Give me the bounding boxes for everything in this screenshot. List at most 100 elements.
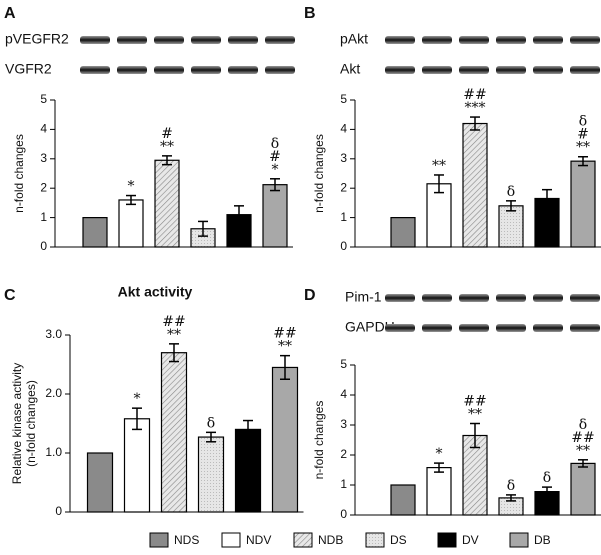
legend-label: DS (390, 533, 407, 547)
blot-band (422, 294, 452, 302)
significance: # (577, 127, 589, 143)
significance: *** (465, 100, 486, 116)
blot-band (265, 66, 295, 74)
y-tick-label: 3.0 (45, 327, 62, 341)
blot-band (191, 36, 221, 44)
bar (498, 205, 524, 248)
y-tick-label: 3 (340, 151, 347, 165)
blot-band (80, 36, 110, 44)
y-tick-label: 1 (340, 210, 347, 224)
y-axis-label: n-fold changes (312, 401, 326, 480)
y-tick-label: 3 (40, 151, 47, 165)
y-axis-label: (n-fold changes) (24, 380, 38, 467)
blot-label: VGFR2 (5, 61, 52, 77)
significance: ## (273, 326, 296, 342)
y-tick-label: 2 (340, 180, 347, 194)
significance: ** (468, 407, 482, 423)
blot-label: Akt (340, 61, 360, 77)
y-tick-label: 5 (340, 92, 347, 106)
significance: * (272, 162, 279, 178)
y-tick-label: 0 (55, 504, 62, 518)
y-axis-label: Relative kinase activity (10, 363, 24, 484)
significance: ## (463, 394, 486, 410)
bar (462, 122, 488, 248)
chart-title: Akt activity (118, 284, 193, 300)
significance: δ (579, 417, 587, 433)
y-tick-label: 5 (340, 357, 347, 371)
significance: ## (571, 430, 594, 446)
blot-band (422, 324, 452, 332)
significance: # (161, 126, 173, 142)
significance: * (134, 391, 141, 407)
legend-label: NDS (174, 533, 199, 547)
significance: ** (167, 327, 181, 343)
blot-band (117, 36, 147, 44)
significance: ** (576, 140, 590, 156)
y-tick-label: 1 (40, 210, 47, 224)
blot-band (80, 66, 110, 74)
blot-band (265, 36, 295, 44)
bar (390, 484, 416, 516)
y-tick-label: 4 (40, 122, 47, 136)
legend-label: DV (462, 533, 479, 547)
bar (160, 352, 188, 513)
y-tick-label: 2 (40, 180, 47, 194)
bar (118, 199, 144, 248)
blot-band (533, 324, 563, 332)
y-tick-label: 3 (340, 417, 347, 431)
y-tick-label: 4 (340, 122, 347, 136)
y-tick-label: 0 (340, 507, 347, 521)
significance: * (128, 179, 135, 195)
y-axis-label: n-fold changes (312, 134, 326, 213)
y-tick-label: 5 (40, 92, 47, 106)
y-tick-label: 2 (340, 447, 347, 461)
bar (123, 418, 151, 513)
legend-swatch (365, 532, 385, 548)
blot-band (570, 66, 600, 74)
significance: * (436, 446, 443, 462)
bar (570, 160, 596, 248)
blot-band (496, 324, 526, 332)
bar (570, 462, 596, 516)
blot-band (496, 36, 526, 44)
legend-swatch (437, 532, 457, 548)
y-tick-label: 4 (340, 387, 347, 401)
blot-band (117, 66, 147, 74)
legend-swatch (509, 532, 529, 548)
y-tick-label: 1.0 (45, 445, 62, 459)
blot-band (154, 36, 184, 44)
blot-band (496, 66, 526, 74)
bar (426, 467, 452, 516)
bar (82, 217, 108, 248)
panel-label: D (304, 287, 316, 304)
bar (86, 452, 114, 513)
blot-band (385, 324, 415, 332)
bar (197, 436, 225, 513)
bar (390, 217, 416, 248)
significance: ** (160, 139, 174, 155)
blot-band (533, 66, 563, 74)
blot-band (570, 36, 600, 44)
significance: # (269, 149, 281, 165)
blot-label: GAPDH (345, 319, 395, 335)
bar (234, 428, 262, 513)
blot-band (385, 294, 415, 302)
bar (154, 159, 180, 248)
significance: δ (543, 470, 551, 486)
significance: δ (507, 478, 515, 494)
significance: ## (162, 314, 185, 330)
blot-band (385, 36, 415, 44)
significance: ** (576, 443, 590, 459)
blot-band (570, 324, 600, 332)
blot-band (496, 294, 526, 302)
blot-band (422, 66, 452, 74)
blot-label: pVEGFR2 (5, 31, 69, 47)
blot-band (459, 324, 489, 332)
significance: δ (271, 136, 279, 152)
bar (262, 184, 288, 248)
legend-label: NDV (246, 533, 271, 547)
blot-band (191, 66, 221, 74)
significance: δ (579, 114, 587, 130)
y-tick-label: 0 (340, 239, 347, 253)
